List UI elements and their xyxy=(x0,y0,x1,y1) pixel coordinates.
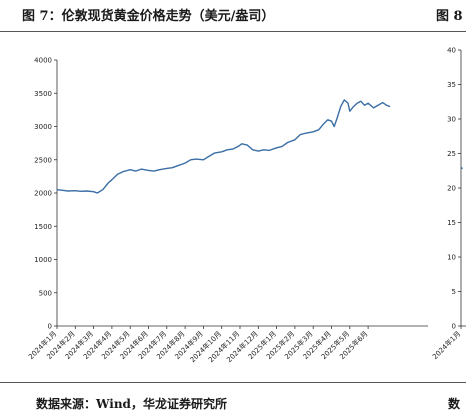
y-tick-label: 35 xyxy=(447,81,456,89)
top-rule xyxy=(0,31,466,32)
figure-8-title-fragment: 图 8 xyxy=(436,9,463,24)
y-tick-label: 1500 xyxy=(34,223,52,231)
price-series-line-next xyxy=(460,166,463,170)
y-tick-label: 500 xyxy=(39,289,52,297)
bottom-rule xyxy=(0,382,466,383)
y-tick-label: 1000 xyxy=(34,256,52,264)
y-tick-label: 30 xyxy=(447,116,456,124)
y-tick-label: 4000 xyxy=(34,57,52,65)
y-tick-label: 0 xyxy=(452,323,456,331)
figure-7-title: 图 7：伦敦现货黄金价格走势（美元/盎司） xyxy=(22,9,275,24)
x-tick-label: 2024年1月 xyxy=(430,329,462,361)
y-tick-label: 40 xyxy=(447,47,456,55)
y-tick-label: 20 xyxy=(447,185,456,193)
y-tick-label: 2500 xyxy=(34,156,52,164)
y-tick-label: 5 xyxy=(452,288,456,296)
y-tick-label: 0 xyxy=(48,323,52,331)
y-tick-label: 15 xyxy=(447,219,456,227)
y-tick-label: 10 xyxy=(447,254,456,262)
y-tick-label: 3500 xyxy=(34,90,52,98)
price-series-line-gold xyxy=(56,99,391,194)
y-tick-label: 25 xyxy=(447,150,456,158)
y-tick-label: 2000 xyxy=(34,190,52,198)
y-tick-label: 3000 xyxy=(34,123,52,131)
